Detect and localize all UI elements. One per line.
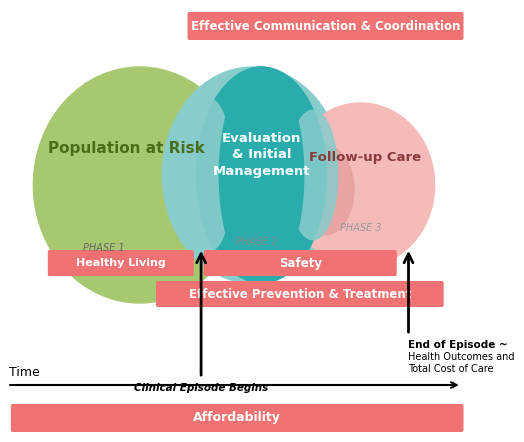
- Circle shape: [34, 67, 246, 303]
- Text: Health Outcomes and
Total Cost of Care: Health Outcomes and Total Cost of Care: [409, 352, 515, 373]
- Text: Evaluation
& Initial
Management: Evaluation & Initial Management: [213, 133, 310, 178]
- Ellipse shape: [162, 67, 343, 283]
- FancyBboxPatch shape: [11, 404, 464, 432]
- Text: Healthy Living: Healthy Living: [76, 258, 166, 268]
- Text: Population at Risk: Population at Risk: [48, 141, 205, 156]
- Text: Effective Communication & Coordination: Effective Communication & Coordination: [191, 19, 460, 33]
- Text: Clinical Episode Begins: Clinical Episode Begins: [134, 383, 268, 393]
- Text: Follow-up Care: Follow-up Care: [309, 152, 421, 164]
- Text: PHASE 1: PHASE 1: [83, 243, 125, 253]
- Circle shape: [287, 103, 434, 267]
- Ellipse shape: [288, 110, 337, 240]
- Text: Time: Time: [9, 366, 40, 379]
- Ellipse shape: [220, 67, 304, 283]
- Text: Effective Prevention & Treatment: Effective Prevention & Treatment: [189, 287, 411, 301]
- Text: End of Episode ~: End of Episode ~: [409, 340, 508, 350]
- Ellipse shape: [296, 145, 354, 235]
- Text: Affordability: Affordability: [193, 412, 281, 424]
- Ellipse shape: [188, 99, 233, 251]
- FancyBboxPatch shape: [204, 250, 397, 276]
- FancyBboxPatch shape: [48, 250, 194, 276]
- FancyBboxPatch shape: [188, 12, 464, 40]
- Text: PHASE 2: PHASE 2: [236, 237, 278, 247]
- Ellipse shape: [196, 67, 326, 283]
- Text: Safety: Safety: [279, 256, 322, 270]
- FancyBboxPatch shape: [156, 281, 444, 307]
- Text: PHASE 3: PHASE 3: [340, 223, 381, 233]
